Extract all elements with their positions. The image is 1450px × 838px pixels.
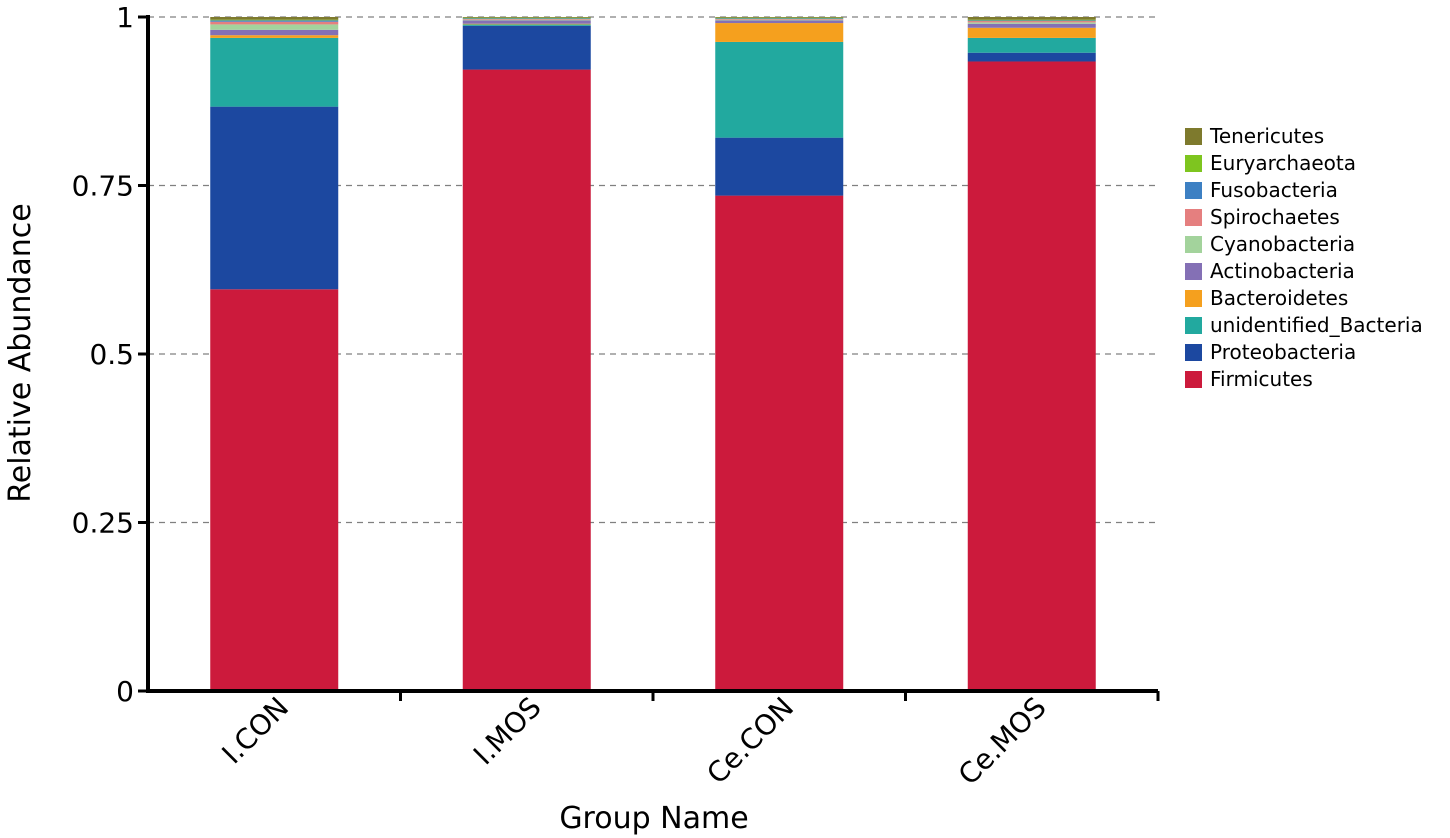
bar-Ce.MOS-Bacteroidetes (967, 27, 1096, 38)
y-tick-label-4: 1 (116, 1, 134, 34)
x-tick-label-1: I.MOS (467, 691, 548, 772)
bar-Ce.CON-Firmicutes (715, 195, 844, 692)
y-tick-label-3: 0.75 (72, 170, 134, 203)
legend-label-Euryarchaeota: Euryarchaeota (1210, 151, 1356, 175)
bar-Ce.CON-Euryarchaeota (715, 17, 844, 19)
legend-label-Firmicutes: Firmicutes (1210, 367, 1313, 391)
bar-I.CON-Cyanobacteria (210, 24, 339, 30)
legend-swatch-Actinobacteria (1185, 263, 1202, 280)
legend-swatch-Fusobacteria (1185, 182, 1202, 199)
bar-Ce.MOS-Cyanobacteria (967, 22, 1096, 24)
y-tick-label-0: 0 (116, 675, 134, 708)
legend-swatch-Bacteroidetes (1185, 290, 1202, 307)
legend-label-Bacteroidetes: Bacteroidetes (1210, 286, 1348, 310)
legend-swatch-Tenericutes (1185, 128, 1202, 145)
legend-label-Cyanobacteria: Cyanobacteria (1210, 232, 1355, 256)
bar-Ce.CON-Cyanobacteria (715, 19, 844, 21)
bar-I.MOS-Euryarchaeota (462, 17, 591, 19)
bar-I.CON-Spirochaetes (210, 21, 339, 25)
x-tick-label-3: Ce.MOS (952, 691, 1053, 792)
bar-I.MOS-Firmicutes (462, 69, 591, 691)
legend-swatch-Spirochaetes (1185, 209, 1202, 226)
bar-Ce.MOS-Firmicutes (967, 61, 1096, 691)
bar-Ce.MOS-Actinobacteria (967, 23, 1096, 28)
legend-label-Actinobacteria: Actinobacteria (1210, 259, 1355, 283)
legend-label-unidentified_Bacteria: unidentified_Bacteria (1210, 313, 1423, 337)
bar-Ce.MOS-Proteobacteria (967, 52, 1096, 62)
y-tick-label-1: 0.25 (72, 507, 134, 540)
bar-I.CON-Fusobacteria (210, 20, 339, 22)
x-axis-title: Group Name (559, 801, 748, 836)
bar-Ce.CON-Proteobacteria (715, 137, 844, 196)
bar-Ce.CON-Actinobacteria (715, 20, 844, 24)
bar-I.MOS-Actinobacteria (462, 20, 591, 24)
legend-swatch-Proteobacteria (1185, 344, 1202, 361)
legend: Tenericutes Euryarchaeota Fusobacteria Spir… (1185, 124, 1423, 391)
bar-I.MOS-Proteobacteria (462, 25, 591, 70)
bar-I.MOS-Spirochaetes (462, 19, 591, 20)
bar-I.MOS-Cyanobacteria (462, 19, 591, 21)
bar-I.MOS-Tenericutes (462, 17, 591, 18)
bar-Ce.CON-Fusobacteria (715, 18, 844, 20)
bar-I.CON-unidentified_Bacteria (210, 37, 339, 107)
y-tick-label-2: 0.5 (89, 338, 134, 371)
bar-Ce.MOS-Euryarchaeota (967, 19, 1096, 21)
bar-I.CON-Bacteroidetes (210, 35, 339, 38)
y-axis-title: Relative Abundance (3, 203, 38, 503)
bar-I.CON-Actinobacteria (210, 29, 339, 36)
legend-swatch-Firmicutes (1185, 371, 1202, 388)
legend-label-Tenericutes: Tenericutes (1209, 124, 1324, 148)
bar-Ce.MOS-unidentified_Bacteria (967, 37, 1096, 53)
legend-swatch-Euryarchaeota (1185, 155, 1202, 172)
bar-Ce.MOS-Tenericutes (967, 17, 1096, 20)
x-tick-label-2: Ce.CON (700, 691, 800, 791)
bar-I.MOS-Bacteroidetes (462, 23, 591, 25)
bar-Ce.MOS-Spirochaetes (967, 21, 1096, 23)
bar-I.MOS-Fusobacteria (462, 18, 591, 20)
x-ticks: I.CON I.MOS Ce.CON Ce.MOS (216, 691, 1160, 792)
y-ticks: 0 0.25 0.5 0.75 1 (72, 1, 148, 708)
bar-Ce.CON-Tenericutes (715, 17, 844, 18)
legend-label-Proteobacteria: Proteobacteria (1210, 340, 1356, 364)
bar-I.CON-Proteobacteria (210, 106, 339, 290)
bar-I.CON-Tenericutes (210, 17, 339, 20)
bar-Ce.CON-Bacteroidetes (715, 23, 844, 42)
legend-swatch-unidentified_Bacteria (1185, 317, 1202, 334)
bar-Ce.CON-Spirochaetes (715, 19, 844, 20)
x-tick-label-0: I.CON (216, 691, 296, 771)
bar-I.MOS-unidentified_Bacteria (462, 24, 591, 26)
bars (210, 17, 1096, 692)
legend-label-Fusobacteria: Fusobacteria (1210, 178, 1338, 202)
bar-Ce.CON-unidentified_Bacteria (715, 41, 844, 138)
bar-I.CON-Firmicutes (210, 289, 339, 691)
bar-I.CON-Euryarchaeota (210, 19, 339, 21)
legend-label-Spirochaetes: Spirochaetes (1210, 205, 1340, 229)
legend-swatch-Cyanobacteria (1185, 236, 1202, 253)
bar-Ce.MOS-Fusobacteria (967, 20, 1096, 22)
